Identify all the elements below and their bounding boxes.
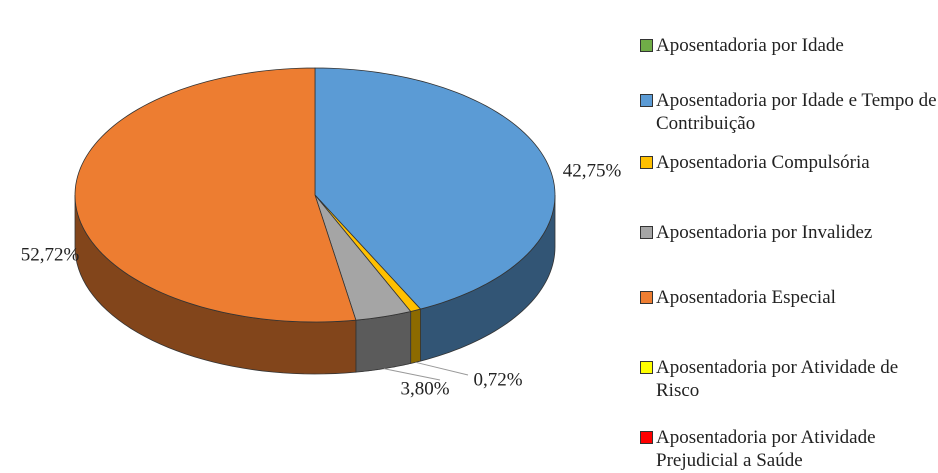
- pie-slice: [314, 194, 412, 321]
- legend-label: Aposentadoria Compulsória: [656, 152, 870, 173]
- pie-side: [410, 308, 421, 364]
- legend-item: Aposentadoria por Atividade de Risco: [640, 356, 938, 402]
- leader-line: [415, 361, 469, 376]
- data-label: 3,80%: [400, 378, 449, 399]
- legend-label: Aposentadoria por Atividade Prejudicial …: [656, 427, 876, 471]
- pie-slice: [314, 67, 556, 310]
- legend-item: Aposentadoria por Invalidez: [640, 221, 938, 244]
- legend-label: Aposentadoria por Idade e Tempo de Contr…: [656, 90, 937, 134]
- legend-swatch: [640, 39, 653, 52]
- legend-swatch: [640, 431, 653, 444]
- legend-swatch: [640, 291, 653, 304]
- legend-label: Aposentadoria por Idade: [656, 35, 844, 56]
- data-label: 52,72%: [21, 244, 80, 265]
- pie-side: [355, 310, 412, 373]
- legend-item: Aposentadoria por Atividade Prejudicial …: [640, 426, 938, 472]
- pie-slice: [74, 67, 357, 323]
- data-label: 0,72%: [473, 369, 522, 390]
- legend-label: Aposentadoria Especial: [656, 287, 836, 308]
- leader-line: [383, 368, 441, 381]
- legend-item: Aposentadoria Especial: [640, 286, 938, 309]
- legend-item: Aposentadoria Compulsória: [640, 151, 938, 174]
- legend-item: Aposentadoria por Idade: [640, 34, 938, 57]
- legend-label: Aposentadoria por Atividade de Risco: [656, 357, 899, 401]
- legend-swatch: [640, 226, 653, 239]
- pie-sides: [74, 194, 556, 375]
- data-label: 42,75%: [563, 160, 622, 181]
- legend-label: Aposentadoria por Invalidez: [656, 222, 873, 243]
- legend-item: Aposentadoria por Idade e Tempo de Contr…: [640, 89, 938, 135]
- legend-swatch: [640, 94, 653, 107]
- legend-swatch: [640, 156, 653, 169]
- legend-swatch: [640, 361, 653, 374]
- pie-tops: [74, 67, 556, 323]
